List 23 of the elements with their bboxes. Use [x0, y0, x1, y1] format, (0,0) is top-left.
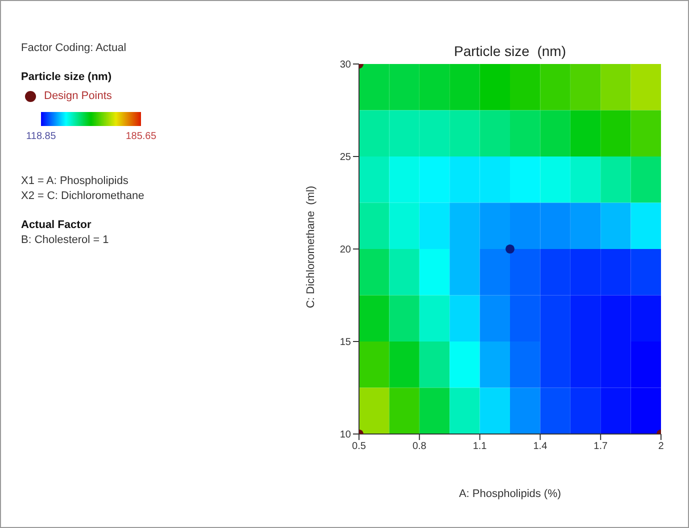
- color-bar-label: 185.65: [126, 131, 157, 142]
- y-axis-title: C: Dichloromethane (ml): [305, 184, 317, 310]
- x-tick-label: 0.8: [412, 441, 427, 452]
- x-tick-label: 1.7: [594, 441, 608, 452]
- x-tick-label: 0.5: [352, 441, 366, 452]
- text: X2 = C: Dichloromethane: [21, 189, 146, 204]
- chart-title: Particle size (nm): [452, 43, 568, 59]
- text: X1 = A: Phospholipids: [21, 174, 130, 189]
- x-tick-label: 2: [658, 441, 664, 452]
- text: Actual Factor: [21, 218, 92, 233]
- y-tick-label: 20: [340, 244, 352, 256]
- x-tick-label: 1.4: [533, 441, 548, 452]
- color-bar-title: Particle size (nm): [21, 70, 112, 85]
- y-tick-label: 15: [340, 337, 352, 348]
- y-tick-label: 10: [340, 430, 352, 441]
- color-bar-label: 118.85: [26, 131, 56, 142]
- legend-label: Design Points: [44, 89, 112, 104]
- x-tick-label: 1.1: [472, 441, 488, 452]
- text: Factor Coding: Actual: [21, 41, 128, 56]
- text: B: Cholesterol = 1: [21, 233, 110, 248]
- x-axis-title: A: Phospholipids (%): [458, 488, 562, 500]
- y-tick-label: 30: [340, 60, 352, 71]
- y-tick-label: 25: [340, 152, 352, 164]
